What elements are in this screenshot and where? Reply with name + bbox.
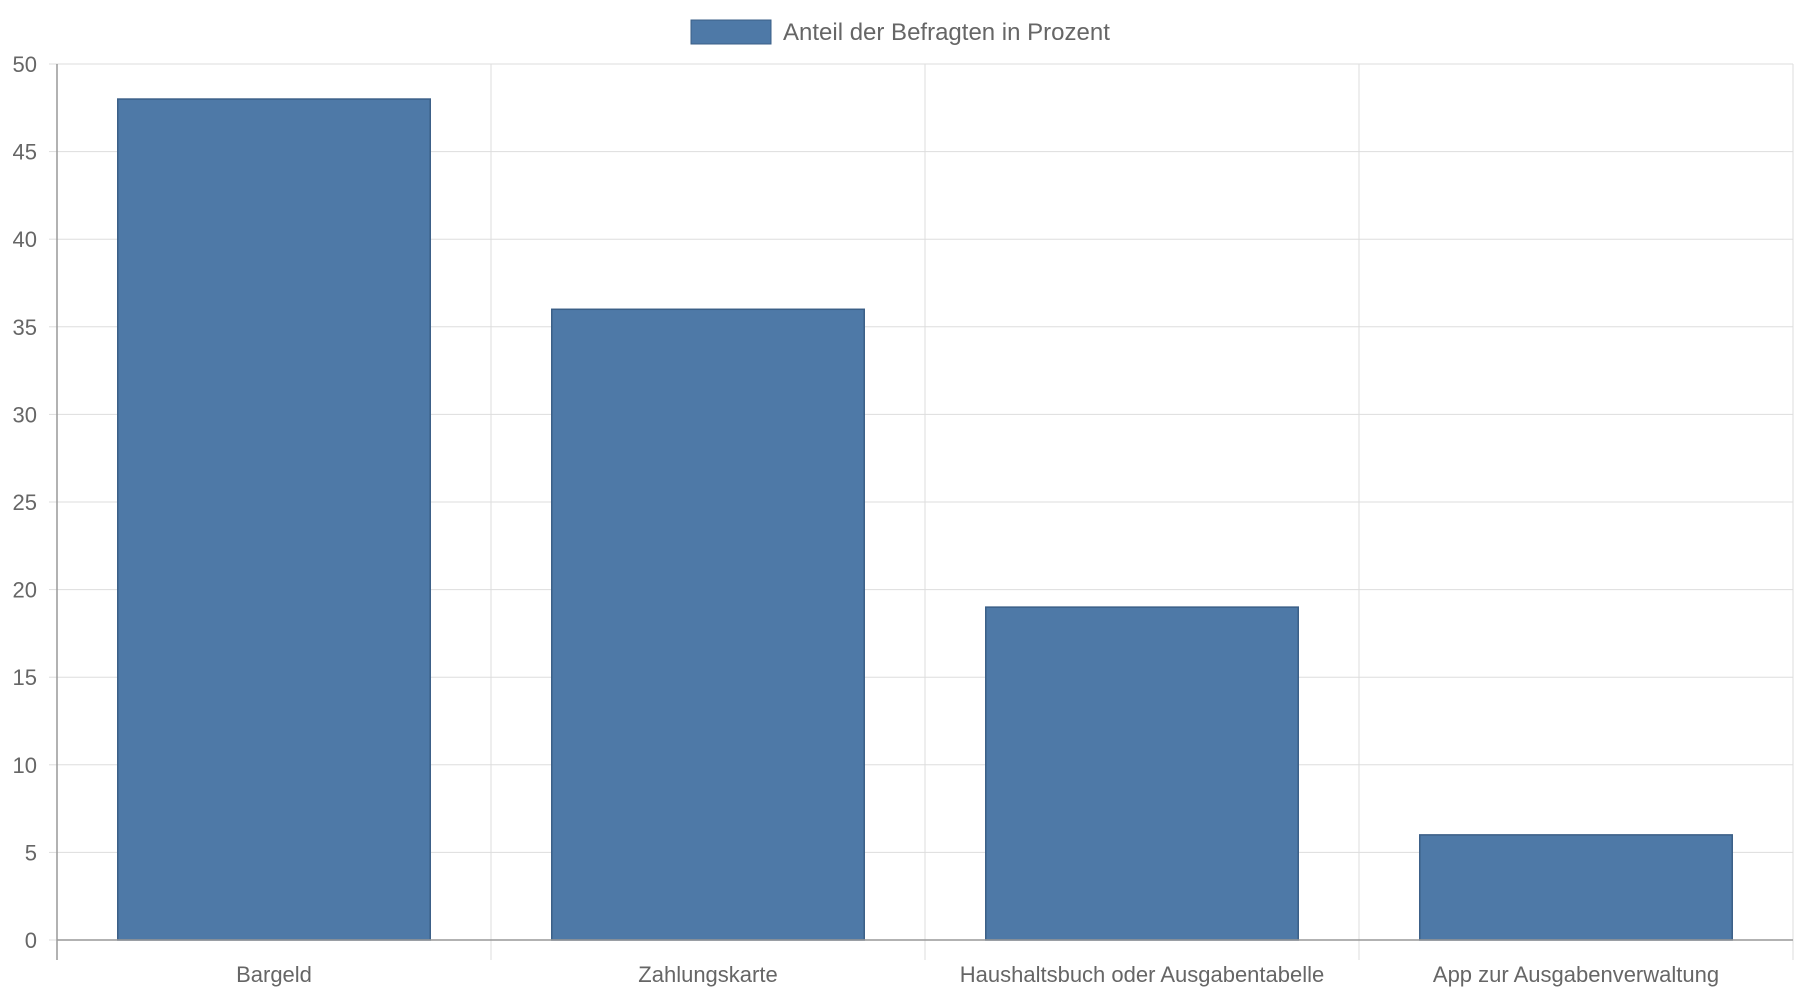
y-tick-label: 5 [25, 840, 37, 865]
y-axis-tick-labels: 0 5 10 15 20 25 30 35 40 45 50 [13, 52, 37, 953]
legend: Anteil der Befragten in Prozent [690, 19, 1110, 46]
bar-1 [117, 98, 431, 941]
axes [49, 63, 1793, 960]
bar-2 [551, 308, 865, 941]
y-tick-label: 25 [13, 490, 37, 515]
y-tick-label: 20 [13, 578, 37, 603]
legend-label: Anteil der Befragten in Prozent [783, 19, 1110, 46]
bar-3 [985, 606, 1299, 941]
y-tick-label: 40 [13, 227, 37, 252]
y-tick-label: 10 [13, 753, 37, 778]
legend-swatch [690, 19, 772, 45]
x-axis-tick-labels: Bargeld Zahlungskarte Haushaltsbuch oder A… [236, 962, 1719, 987]
x-tick-label: Bargeld [236, 962, 312, 987]
bar-4 [1419, 834, 1733, 941]
x-tick-label: Zahlungskarte [638, 962, 777, 987]
x-tick-label: App zur Ausgabenverwaltung [1433, 962, 1719, 987]
y-tick-label: 50 [13, 52, 37, 77]
y-tick-label: 30 [13, 402, 37, 427]
y-tick-label: 35 [13, 315, 37, 340]
x-tick-label: Haushaltsbuch oder Ausgabentabelle [960, 962, 1325, 987]
y-tick-label: 45 [13, 140, 37, 165]
y-tick-label: 15 [13, 665, 37, 690]
bars [117, 98, 1733, 941]
y-tick-label: 0 [25, 928, 37, 953]
